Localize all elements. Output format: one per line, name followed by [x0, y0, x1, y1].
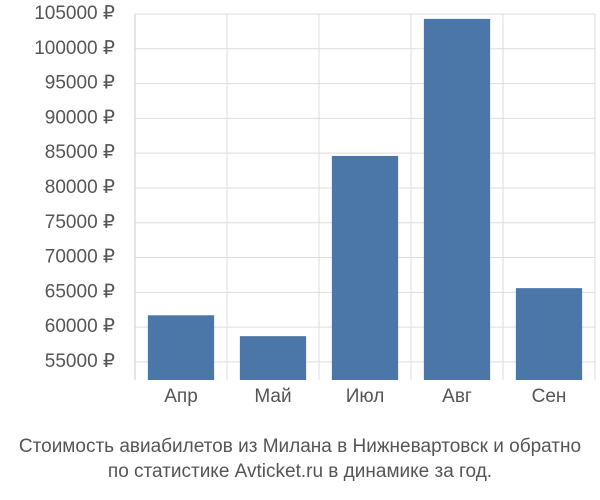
x-tick-label: Сен — [532, 386, 567, 407]
bar — [147, 315, 215, 380]
y-tick-label: 70000 ₽ — [45, 247, 115, 268]
bar — [423, 18, 491, 380]
x-tick-label: Июл — [346, 386, 385, 407]
y-tick-label: 95000 ₽ — [45, 73, 115, 94]
chart-title: по статистике Avticket.ru в динамике за … — [108, 461, 492, 482]
y-tick-label: 90000 ₽ — [45, 107, 115, 128]
chart-title: Стоимость авиабилетов из Милана в Нижнев… — [19, 436, 581, 457]
y-tick-label: 55000 ₽ — [45, 351, 115, 372]
y-tick-label: 75000 ₽ — [45, 212, 115, 233]
y-tick-label: 100000 ₽ — [34, 38, 115, 59]
y-tick-label: 65000 ₽ — [45, 281, 115, 302]
x-tick-label: Май — [254, 386, 291, 407]
bar — [515, 288, 583, 380]
y-tick-label: 105000 ₽ — [34, 3, 115, 24]
x-tick-label: Апр — [164, 386, 198, 407]
y-tick-label: 60000 ₽ — [45, 316, 115, 337]
x-tick-label: Авг — [442, 386, 472, 407]
bar — [331, 155, 399, 380]
y-tick-label: 85000 ₽ — [45, 142, 115, 163]
y-tick-label: 80000 ₽ — [45, 177, 115, 198]
bar — [239, 336, 307, 380]
